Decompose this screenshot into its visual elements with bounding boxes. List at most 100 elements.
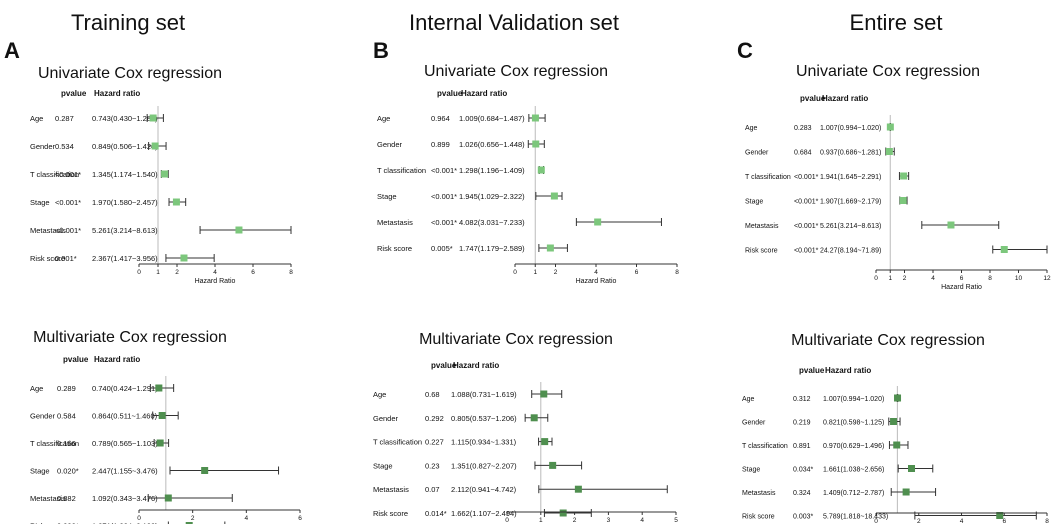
hr-estimate-marker: [996, 512, 1004, 519]
row-label: Risk score: [745, 248, 778, 255]
panel-title: Univariate Cox regression: [796, 63, 980, 80]
row-pvalue: <0.001*: [794, 223, 819, 230]
hazard-ratio-header: Hazard ratio: [461, 89, 507, 98]
x-tick-label: 0: [874, 518, 878, 524]
x-tick-label: 6: [298, 515, 302, 522]
row-label: Age: [30, 384, 43, 393]
x-tick-label: 2: [917, 518, 921, 524]
row-label: Age: [373, 390, 386, 399]
hr-estimate-marker: [164, 494, 172, 502]
row-label: T classification: [742, 443, 788, 450]
hr-estimate-marker: [885, 148, 893, 155]
row-pvalue: 0.23: [425, 461, 440, 470]
hr-estimate-marker: [574, 485, 582, 493]
row-hazard-ratio: 1.747(1.179~2.589): [459, 244, 525, 253]
panel-title: Multivariate Cox regression: [791, 332, 985, 349]
row-hazard-ratio: 0.849(0.506~1.424): [92, 142, 158, 151]
x-tick-label: 1: [533, 269, 537, 276]
row-label: T classification: [377, 166, 426, 175]
panel-title: Multivariate Cox regression: [419, 331, 613, 348]
hr-estimate-marker: [161, 170, 169, 178]
row-label: Metastasis: [30, 494, 66, 503]
x-tick-label: 4: [594, 269, 598, 276]
row-hazard-ratio: 0.864(0.511~1.460): [92, 412, 158, 421]
row-hazard-ratio: 1.907(1.669~2.179): [820, 199, 881, 206]
x-axis-label: Hazard Ratio: [576, 278, 617, 285]
row-pvalue: 0.020*: [57, 467, 79, 476]
hr-estimate-marker: [550, 192, 558, 200]
row-label: Gender: [30, 142, 56, 151]
pvalue-header: pvalue: [431, 361, 457, 370]
column-title: Entire set: [850, 10, 943, 35]
row-hazard-ratio: 1.871(1.094~3.199): [92, 522, 158, 524]
row-label: Age: [745, 125, 758, 132]
row-hazard-ratio: 1.115(0.934~1.331): [451, 438, 517, 447]
row-label: Stage: [30, 198, 50, 207]
row-label: Metastasis: [745, 223, 779, 230]
hr-estimate-marker: [172, 198, 180, 206]
x-tick-label: 1: [539, 517, 543, 524]
hr-estimate-marker: [531, 114, 539, 122]
x-axis-label: Hazard Ratio: [195, 278, 236, 285]
panel-letter: A: [4, 38, 20, 63]
row-label: Gender: [742, 420, 766, 427]
x-axis-label: Hazard Ratio: [941, 284, 982, 291]
row-pvalue: 0.292: [425, 414, 444, 423]
row-pvalue: 0.219: [793, 420, 811, 427]
row-pvalue: <0.001*: [431, 192, 457, 201]
row-hazard-ratio: 1.409(0.712~2.787): [823, 490, 884, 497]
x-tick-label: 2: [175, 269, 179, 276]
hr-estimate-marker: [900, 172, 908, 180]
row-pvalue: 0.287: [55, 114, 74, 123]
row-label: T classification: [745, 174, 791, 181]
row-label: Risk score: [377, 244, 412, 253]
row-label: Metastasis: [373, 485, 409, 494]
row-pvalue: 0.001*: [55, 254, 77, 263]
x-tick-label: 4: [931, 275, 935, 282]
hr-estimate-marker: [1000, 246, 1008, 253]
hr-estimate-marker: [894, 394, 902, 402]
row-hazard-ratio: 1.662(1.107~2.494): [451, 509, 517, 518]
panel-letter: C: [737, 38, 753, 63]
x-tick-label: 1: [156, 269, 160, 276]
x-tick-label: 2: [903, 275, 907, 282]
x-tick-label: 5: [674, 517, 678, 524]
row-pvalue: 0.584: [57, 412, 76, 421]
hr-estimate-marker: [540, 390, 548, 398]
row-hazard-ratio: 0.740(0.424~1.291): [92, 384, 158, 393]
row-hazard-ratio: 1.007(0.994~1.020): [820, 125, 881, 132]
x-tick-label: 12: [1043, 275, 1051, 282]
row-pvalue: 0.034*: [793, 467, 814, 474]
row-label: T classification: [30, 439, 79, 448]
hr-estimate-marker: [594, 218, 602, 226]
row-pvalue: 0.022*: [57, 522, 79, 524]
panel-letter: B: [373, 38, 389, 63]
row-label: Metastasis: [742, 490, 776, 497]
hr-estimate-marker: [546, 244, 554, 252]
row-pvalue: <0.001*: [431, 166, 457, 175]
row-label: Risk score: [30, 254, 65, 263]
row-label: Age: [742, 396, 755, 403]
hr-estimate-marker: [890, 418, 898, 425]
row-pvalue: 0.014*: [425, 509, 447, 518]
row-pvalue: 0.964: [431, 114, 450, 123]
row-label: Gender: [377, 140, 403, 149]
x-tick-label: 4: [245, 515, 249, 522]
hr-estimate-marker: [902, 488, 910, 496]
row-hazard-ratio: 2.367(1.417~3.956): [92, 254, 158, 263]
row-hazard-ratio: 0.970(0.629~1.496): [823, 443, 884, 450]
hr-estimate-marker: [893, 441, 901, 449]
row-hazard-ratio: 1.092(0.343~3.476): [92, 494, 158, 503]
row-hazard-ratio: 4.082(3.031~7.233): [459, 218, 525, 227]
row-hazard-ratio: 1.345(1.174~1.540): [92, 170, 158, 179]
row-pvalue: <0.001*: [55, 170, 81, 179]
hr-estimate-marker: [155, 384, 163, 392]
hr-estimate-marker: [235, 226, 243, 234]
row-hazard-ratio: 0.789(0.565~1.103): [92, 439, 158, 448]
row-label: Stage: [30, 467, 50, 476]
hr-estimate-marker: [151, 142, 159, 150]
hr-estimate-marker: [156, 439, 164, 447]
row-hazard-ratio: 0.937(0.686~1.281): [820, 150, 881, 157]
row-pvalue: 0.68: [425, 390, 440, 399]
row-hazard-ratio: 1.298(1.196~1.409): [459, 166, 525, 175]
